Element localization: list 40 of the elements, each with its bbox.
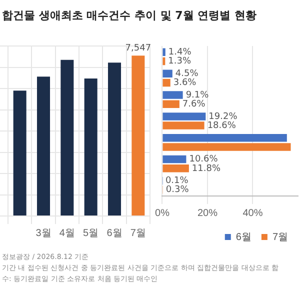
- bar: [162, 164, 189, 172]
- bar: [162, 112, 206, 120]
- bar: [132, 56, 145, 216]
- bar: [162, 155, 186, 164]
- x-tick-label: 20%: [197, 208, 218, 219]
- data-label: 4.5%: [175, 68, 199, 79]
- bar: [60, 60, 74, 216]
- data-label: 9.1%: [186, 90, 210, 100]
- x-tick-label: 6월: [106, 228, 122, 239]
- x-tick-label: 5월: [83, 228, 99, 239]
- bar: [162, 122, 204, 130]
- bar: [162, 78, 170, 87]
- data-label: 10.6%: [189, 154, 218, 165]
- bar: [162, 91, 183, 99]
- bar: [13, 90, 26, 216]
- chart-title: 합건물 생애최초 매수건수 추이 및 7월 연령별 현황: [2, 8, 256, 23]
- bar: [162, 48, 166, 56]
- bar: [162, 70, 172, 78]
- data-label: 18.6%: [207, 120, 236, 131]
- data-label: 1.4%: [168, 48, 192, 58]
- bar: [162, 143, 291, 151]
- data-label: 3.6%: [173, 78, 197, 88]
- x-tick-label: 0%: [155, 208, 170, 219]
- data-label: 7,547: [125, 43, 152, 54]
- data-label: 0.1%: [165, 176, 189, 186]
- bar: [36, 76, 50, 216]
- x-tick-label: 40%: [242, 208, 263, 219]
- bar: [162, 134, 287, 142]
- x-tick-label: 4월: [59, 228, 75, 239]
- x-tick-label: 7월: [130, 228, 146, 239]
- x-tick-label: 3월: [36, 228, 52, 239]
- data-label: 19.2%: [208, 112, 238, 122]
- bar: [162, 57, 166, 66]
- data-label: 0.3%: [166, 185, 190, 196]
- bar: [162, 100, 180, 108]
- bar: [108, 62, 122, 216]
- data-label: 11.8%: [192, 164, 221, 174]
- bar: [84, 78, 98, 216]
- data-label: 7.6%: [182, 99, 206, 110]
- data-label: 1.3%: [168, 56, 192, 67]
